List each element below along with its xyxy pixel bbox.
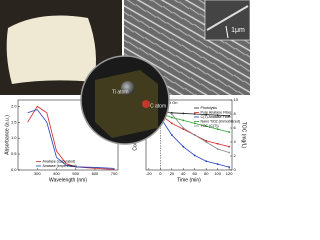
x-tick-label: 120 [226, 171, 233, 176]
x-tick-label: 0 [159, 171, 162, 176]
x-tick-label: 60 [193, 171, 198, 176]
legend-label: Photolysis [201, 106, 218, 110]
y-tick-label: 0.0 [11, 167, 17, 172]
point [170, 113, 173, 115]
point [216, 163, 219, 166]
point [205, 113, 208, 116]
legend-label: Anatase (experiment) [43, 164, 77, 168]
y2-tick-label: 0 [234, 167, 237, 172]
series-line [27, 105, 115, 170]
x-tick-label: -20 [146, 171, 153, 176]
x-tick-label: 500 [72, 171, 79, 176]
photo-panel [0, 0, 122, 95]
y2-axis-label: TOC (mg/L) [241, 122, 247, 149]
x-tick-label: 600 [92, 171, 99, 176]
y-axis-label: Absorbance (a.u.) [4, 115, 10, 155]
y2-tick-label: 8 [234, 111, 237, 116]
x-axis-label: Time (min) [177, 177, 201, 183]
point [216, 114, 219, 117]
y-tick-label: 0.5 [11, 151, 17, 156]
y2-tick-label: 2 [234, 153, 237, 158]
legend-label: TOC (C(T)) [201, 124, 219, 128]
x-tick-label: 40 [181, 171, 186, 176]
point [216, 148, 219, 150]
point [216, 142, 219, 145]
point [182, 145, 185, 148]
legend-label: Pure Anatase Fiber [201, 110, 233, 114]
point [170, 116, 173, 119]
point [228, 114, 231, 117]
point [205, 160, 208, 163]
point [182, 127, 185, 129]
x-axis-label: Wavelength (nm) [49, 177, 87, 183]
y-tick-label: 2.0 [11, 103, 17, 108]
point [193, 154, 196, 157]
x-tick-label: 20 [170, 171, 175, 176]
point [205, 125, 208, 128]
series-line [27, 109, 115, 169]
x-tick-label: 80 [204, 171, 209, 176]
legend-label: Nano TiO2 (immobilized) [201, 119, 241, 123]
x-tick-label: 700 [111, 171, 118, 176]
atom-label: Ti atom [112, 89, 128, 95]
point [182, 119, 185, 122]
graphical-abstract: 1μm 300 400 500 600 7000.00.51.01.52.0Wavele… [0, 0, 250, 184]
legend-label: Anatase (calculated) [43, 159, 76, 163]
x-tick-label: 100 [214, 171, 221, 176]
x-tick-label: 400 [53, 171, 60, 176]
legend-label: C(T) Anatase Fiber [201, 115, 232, 119]
x-tick-label: 300 [34, 171, 41, 176]
point [228, 151, 231, 154]
point [216, 128, 219, 131]
point [193, 134, 196, 136]
point [228, 166, 231, 168]
y-tick-label: 1.0 [11, 135, 17, 140]
model-circle: Ti atom C atom [80, 55, 170, 145]
point [205, 141, 208, 143]
point [170, 134, 173, 136]
point [193, 122, 196, 125]
point [193, 113, 196, 115]
annotation: Light On [162, 100, 177, 105]
scale-bar-label: 1μm [231, 27, 245, 34]
point [182, 112, 185, 115]
y2-tick-label: 6 [234, 125, 237, 130]
y-tick-label: 1.5 [11, 119, 17, 124]
y2-tick-label: 10 [234, 97, 239, 102]
y2-tick-label: 4 [234, 139, 237, 144]
point [170, 122, 173, 125]
point [228, 145, 231, 148]
atom-label: C atom [150, 103, 166, 109]
point [228, 131, 231, 133]
